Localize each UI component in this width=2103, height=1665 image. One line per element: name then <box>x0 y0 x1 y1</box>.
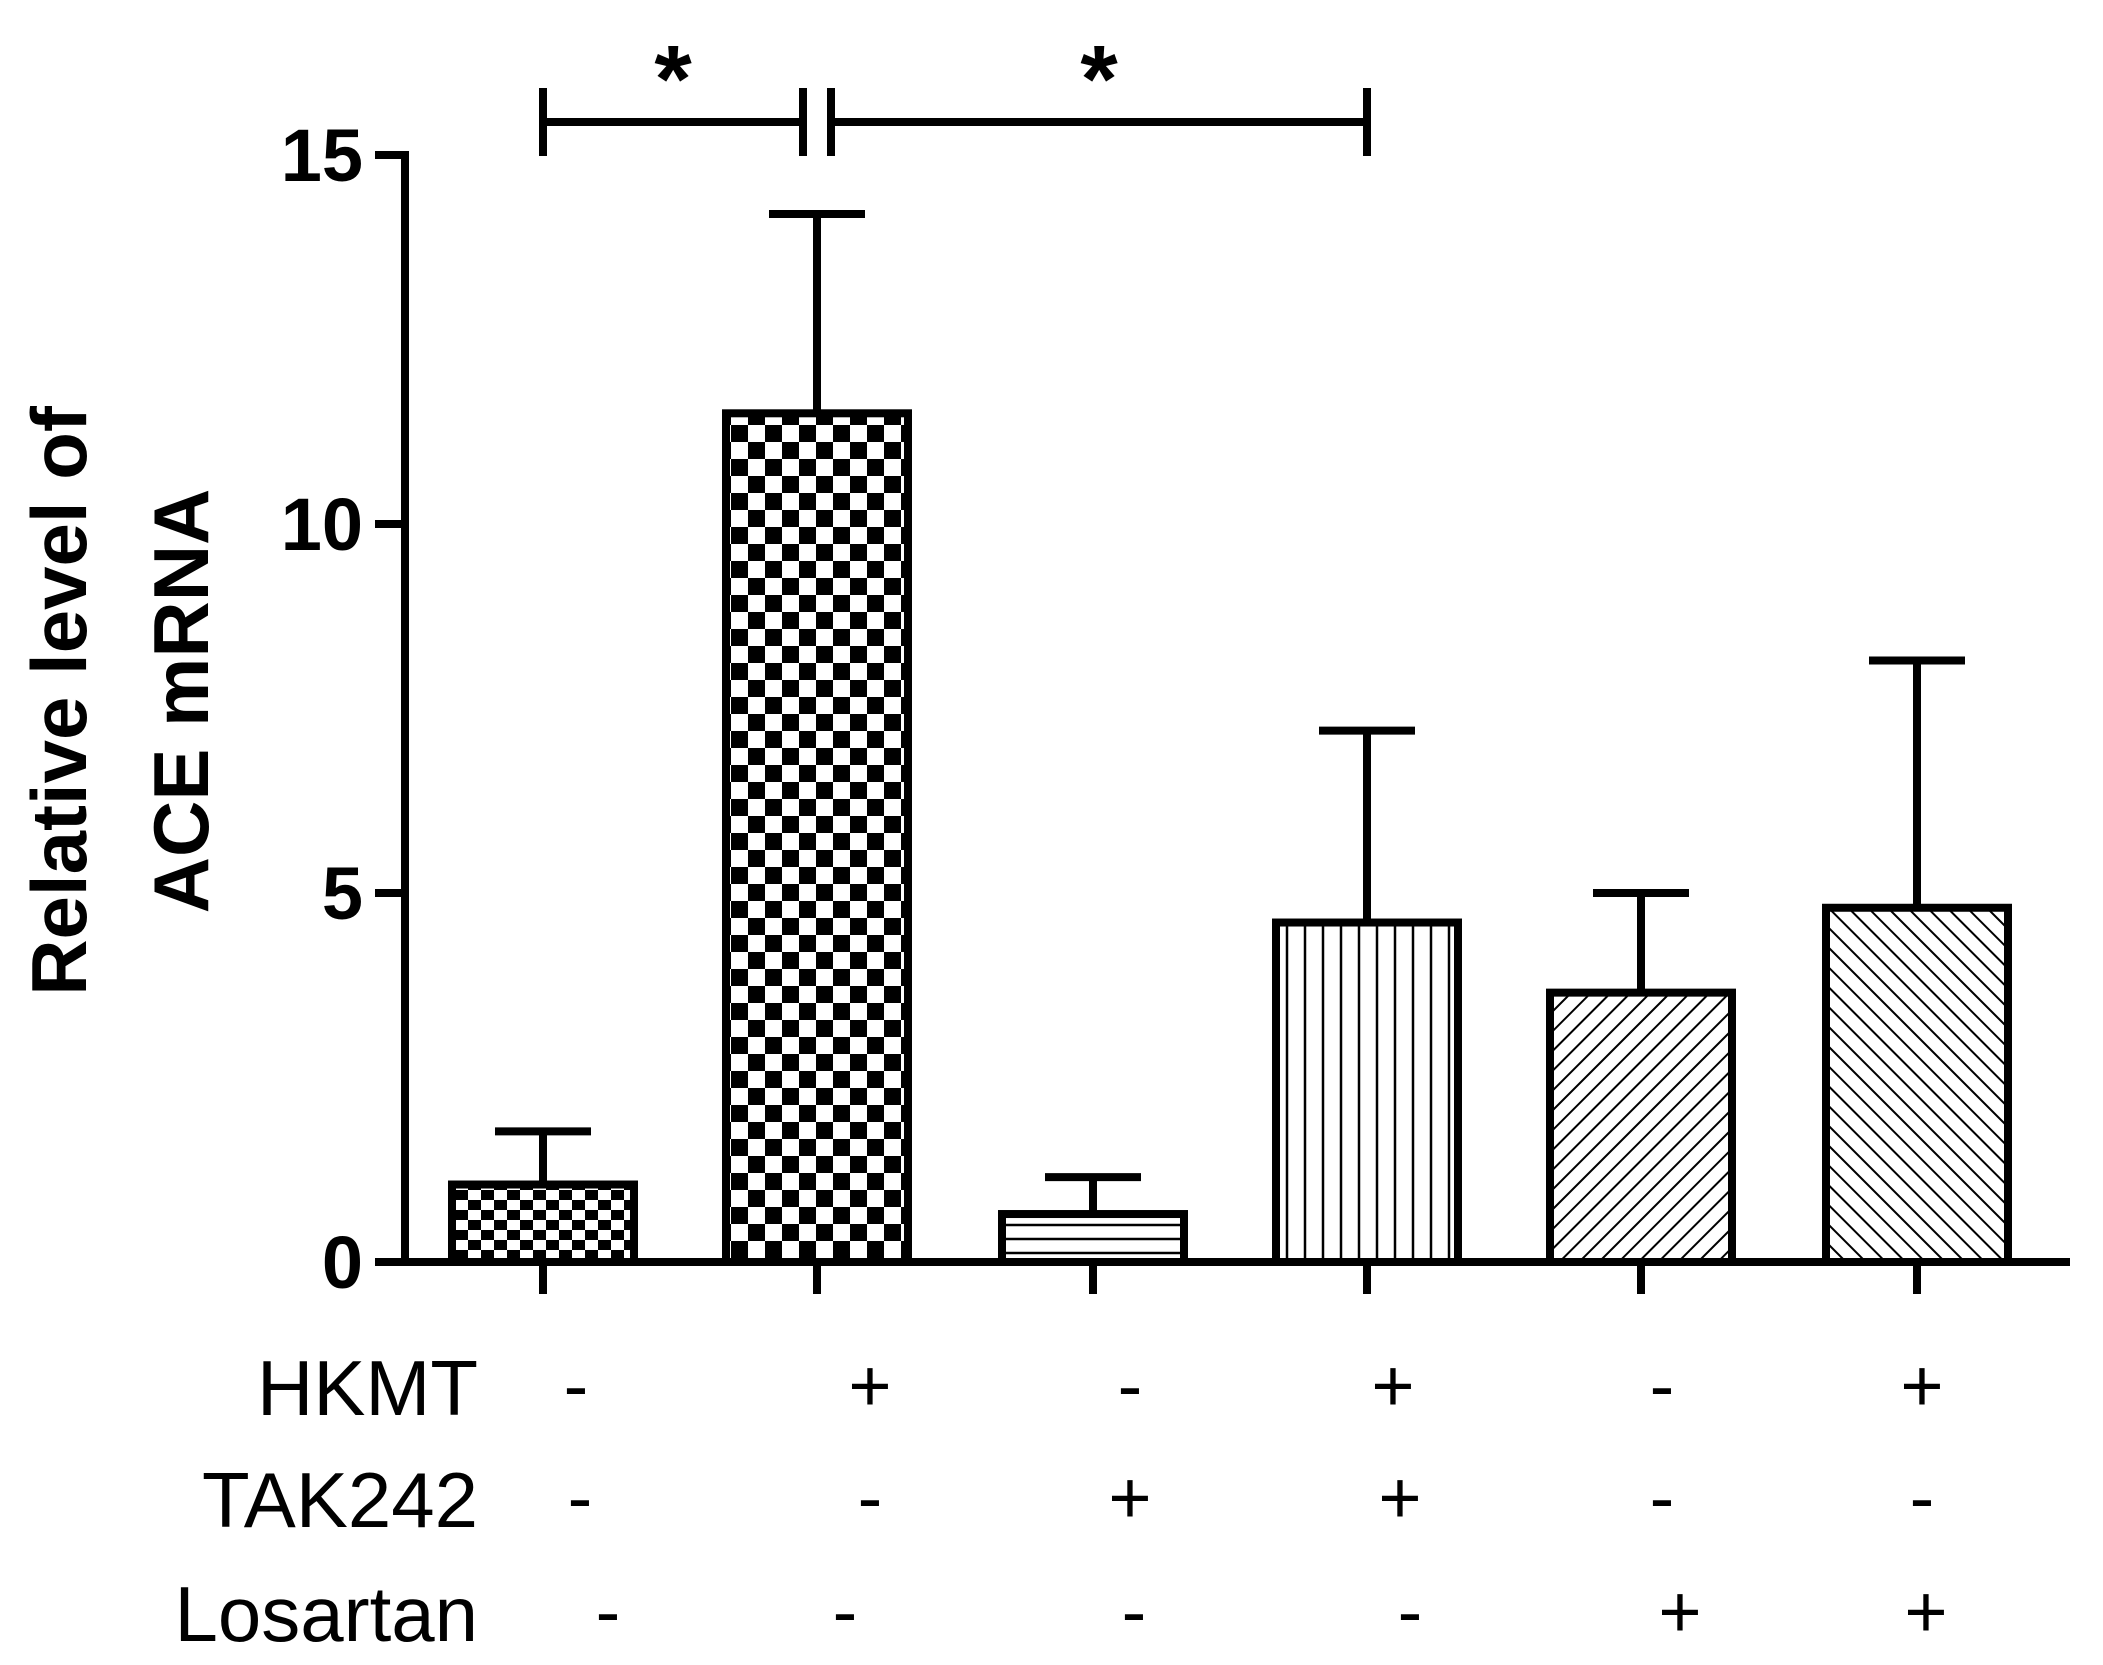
condition-sign: - <box>1650 1456 1675 1539</box>
y-axis-title: Relative level of ACE mRNA <box>15 405 225 996</box>
bar-6 <box>1822 903 2012 1266</box>
condition-table: HKMT - + - + - +TAK242- - + + - -Losartan - - - - + + <box>174 1344 1947 1658</box>
condition-sign: - <box>596 1570 621 1653</box>
condition-sign: - <box>1122 1570 1147 1653</box>
condition-sign: - <box>1650 1344 1675 1427</box>
bar-5 <box>1546 988 1736 1266</box>
y-tick-label: 10 <box>281 483 363 566</box>
y-tick-label: 15 <box>281 114 363 197</box>
significance-star: * <box>1080 26 1118 133</box>
condition-sign: - <box>1118 1344 1143 1427</box>
condition-sign: + <box>1900 1344 1943 1427</box>
significance-brackets: * * <box>539 26 1371 156</box>
condition-sign: - <box>568 1456 593 1539</box>
bar-1 <box>448 1180 638 1267</box>
bar-3 <box>998 1210 1188 1267</box>
significance-star: * <box>654 26 692 133</box>
bar-4 <box>1272 918 1462 1267</box>
condition-sign: - <box>833 1570 858 1653</box>
y-tick-label: 5 <box>322 852 363 935</box>
condition-sign: + <box>1108 1456 1151 1539</box>
bars <box>448 409 2012 1267</box>
condition-label: TAK242 <box>202 1456 478 1544</box>
condition-sign: - <box>1398 1570 1423 1653</box>
y-axis-title-line-2: ACE mRNA <box>137 489 225 914</box>
y-axis-title-line-1: Relative level of <box>15 405 103 996</box>
condition-sign: - <box>858 1456 883 1539</box>
bar-2 <box>722 409 912 1266</box>
condition-sign: + <box>1378 1456 1421 1539</box>
condition-sign: + <box>848 1344 891 1427</box>
condition-sign: + <box>1904 1570 1947 1653</box>
condition-sign: - <box>1910 1456 1935 1539</box>
y-tick-label: 0 <box>322 1221 363 1304</box>
error-bars <box>495 210 1965 1215</box>
condition-sign: + <box>1658 1570 1701 1653</box>
condition-sign: + <box>1371 1344 1414 1427</box>
condition-label: HKMT <box>257 1344 478 1432</box>
condition-label: Losartan <box>174 1570 478 1658</box>
condition-sign: - <box>564 1344 589 1427</box>
axes: 0 5 10 15 <box>281 114 2070 1304</box>
